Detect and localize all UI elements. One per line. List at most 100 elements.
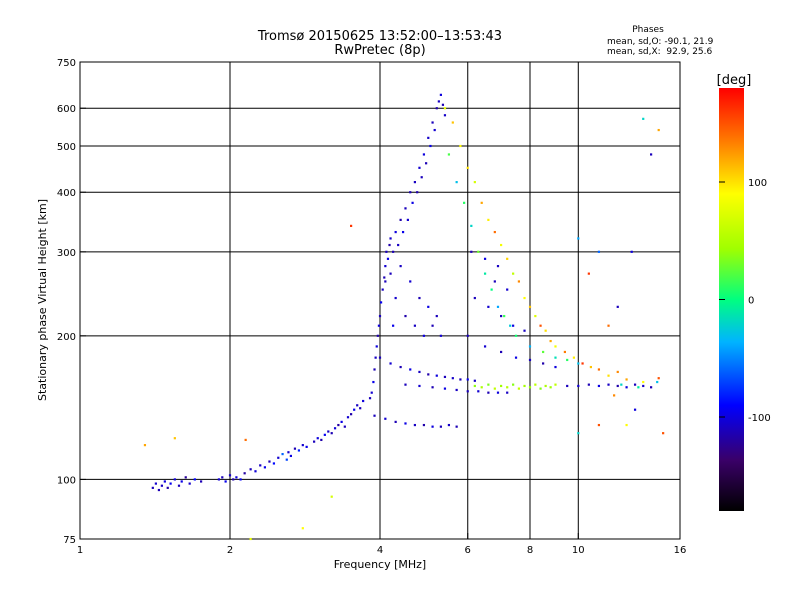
scatter-point	[143, 444, 147, 447]
scatter-point	[455, 388, 458, 392]
scatter-point	[650, 153, 653, 156]
scatter-point	[637, 386, 640, 389]
scatter-point	[493, 280, 496, 283]
scatter-point	[394, 420, 397, 423]
scatter-point	[487, 218, 490, 221]
scatter-point	[384, 265, 387, 268]
colorbar-tick-label: 0	[748, 296, 754, 307]
y-tick-label: 750	[57, 58, 76, 69]
scatter-point	[221, 476, 224, 479]
scatter-point	[642, 380, 645, 384]
scatter-point	[301, 527, 304, 530]
scatter-point	[249, 468, 252, 471]
scatter-point	[656, 380, 659, 384]
scatter-point	[385, 250, 388, 253]
x-axis-ticks: 1 2 4 6 8 10 16	[77, 533, 686, 556]
scatter-point	[544, 384, 547, 388]
scatter-point	[642, 384, 645, 388]
scatter-point	[539, 387, 542, 390]
x-tick-label: 6	[465, 545, 471, 556]
scatter-point	[163, 480, 166, 483]
x-tick-label: 1	[77, 545, 83, 556]
scatter-point	[406, 218, 409, 221]
scatter-point	[523, 384, 526, 388]
scatter-point	[384, 280, 387, 283]
scatter-point	[413, 423, 416, 427]
scatter-point	[323, 433, 326, 436]
y-tick-label: 500	[57, 142, 76, 153]
scatter-point	[459, 378, 462, 381]
scatter-point	[466, 166, 469, 169]
scatter-point	[388, 243, 391, 247]
scatter-point	[330, 495, 333, 498]
scatter-point	[301, 444, 304, 447]
scatter-point	[466, 390, 469, 393]
scatter-point	[549, 386, 552, 389]
x-tick-label: 2	[227, 545, 233, 556]
scatter-point	[509, 324, 512, 327]
scatter-point	[528, 386, 532, 389]
scatter-point	[268, 460, 271, 463]
scatter-point	[566, 358, 569, 362]
scatter-point	[374, 356, 377, 359]
scatter-point	[597, 368, 601, 371]
scatter-point	[493, 230, 496, 234]
scatter-point	[404, 383, 407, 386]
scatter-point	[353, 408, 356, 411]
plot-area: 1 2 4 6 8 10 16 75 100 200 300 400 500 600 750	[57, 58, 686, 556]
scatter-point	[386, 257, 390, 260]
y-tick-label: 600	[57, 104, 76, 115]
scatter-point	[451, 121, 454, 124]
scatter-point	[473, 384, 476, 388]
scatter-point	[506, 391, 509, 394]
scatter-point	[373, 414, 376, 417]
scatter-point	[399, 265, 402, 268]
colorbar-tick-label: 100	[748, 178, 767, 189]
scatter-point	[490, 288, 493, 291]
scatter-point	[443, 375, 447, 379]
scatter-point	[554, 345, 557, 348]
x-axis-label: Frequency [MHz]	[334, 558, 426, 571]
scatter-point	[549, 339, 552, 343]
scatter-point	[597, 423, 601, 427]
scatter-point	[416, 191, 419, 194]
scatter-point	[399, 218, 402, 221]
scatter-point	[470, 250, 473, 253]
scatter-point	[539, 324, 542, 327]
chart-subtitle: RwPretec (8p)	[334, 43, 425, 58]
scatter-point	[333, 427, 337, 430]
scatter-point	[330, 432, 333, 435]
scatter-point	[433, 128, 436, 132]
scatter-point	[512, 383, 515, 386]
scatter-point	[285, 458, 288, 461]
scatter-point	[534, 314, 537, 318]
scatter-point	[404, 207, 407, 210]
scatter-point	[650, 386, 653, 389]
scatter-point	[544, 329, 547, 332]
scatter-point	[431, 386, 434, 389]
scatter-point	[177, 484, 181, 487]
scatter-point	[657, 128, 660, 132]
scatter-point	[420, 176, 423, 179]
stats-o-mode: mean, sd,O: -90.1, 21.9	[607, 37, 714, 47]
scatter-point	[506, 257, 509, 260]
scatter-point	[193, 478, 196, 481]
scatter-point	[422, 334, 426, 337]
scatter-point	[293, 447, 297, 450]
y-tick-label: 300	[57, 248, 76, 259]
scatter-point	[404, 314, 407, 318]
scatter-point	[437, 100, 440, 103]
scatter-point	[244, 438, 247, 442]
scatter-point	[243, 472, 246, 475]
scatter-point	[473, 181, 476, 184]
scatter-point	[184, 476, 187, 479]
scatter-point	[528, 345, 532, 348]
scatter-point	[577, 362, 580, 365]
scatter-point	[587, 272, 590, 275]
scatter-point	[389, 237, 392, 240]
scatter-point	[657, 377, 660, 380]
scatter-point	[418, 370, 421, 374]
scatter-point	[200, 480, 203, 483]
x-tick-label: 4	[377, 545, 383, 556]
scatter-point	[496, 265, 500, 268]
